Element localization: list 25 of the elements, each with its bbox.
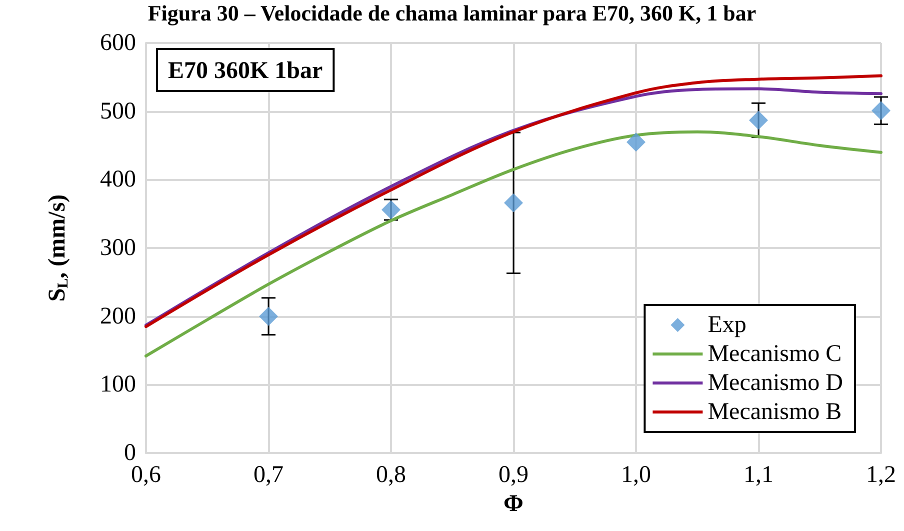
x-tick-label: 1,0 [621, 462, 651, 488]
y-tick-label: 100 [100, 372, 136, 398]
y-tick-label: 600 [100, 30, 136, 56]
point [626, 132, 646, 152]
y-tick-label: 300 [100, 235, 136, 261]
y-tick-label: 400 [100, 166, 136, 193]
y-axis-title: SL, (mm/s) [44, 194, 72, 302]
legend-label: Mecanismo D [708, 370, 844, 396]
y-tick-label: 200 [100, 303, 136, 330]
x-tick-label: 1,1 [744, 462, 774, 488]
point [749, 110, 768, 130]
point [504, 193, 523, 212]
x-tick-label: 0,8 [376, 462, 406, 488]
x-axis-title: Φ [504, 490, 524, 517]
legend-label: Exp [708, 312, 746, 338]
legend-label: Mecanismo C [708, 341, 842, 367]
x-tick-label: 0,9 [498, 462, 528, 488]
x-tick-label: 0,7 [254, 462, 284, 488]
point [872, 101, 890, 120]
point [259, 306, 278, 326]
chart-title: Figura 30 – Velocidade de chama laminar para E70, 360 K, 1 bar [148, 0, 756, 26]
y-tick-label: 500 [100, 98, 136, 124]
annotation: E70 360K 1bar [168, 58, 324, 84]
x-tick-label: 1,2 [866, 462, 896, 488]
legend-label: Mecanismo B [708, 399, 842, 425]
